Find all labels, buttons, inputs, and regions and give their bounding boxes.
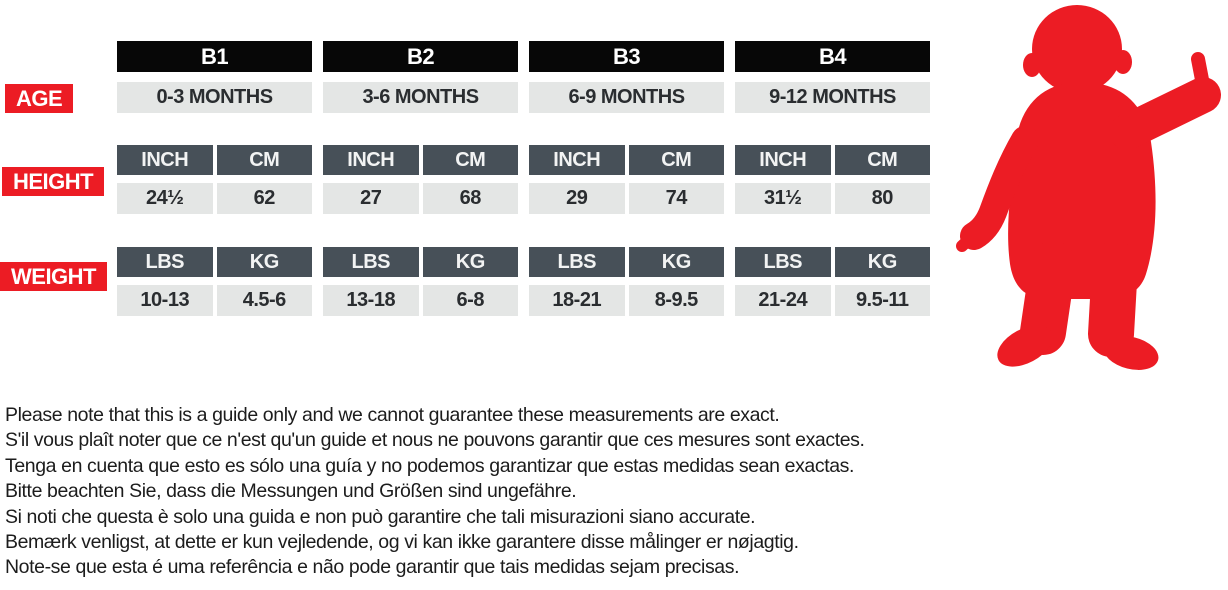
- disclaimer-line-pt: Note-se que esta é uma referência e não …: [5, 556, 740, 579]
- baby-thumbs-up-icon: [956, 5, 1221, 370]
- weight-kg-value: 9.5-11: [834, 285, 930, 316]
- size-code: B4: [735, 41, 930, 72]
- lbs-unit-header: LBS: [735, 247, 831, 277]
- size-columns: B1 0-3 MONTHS INCH CM 24½ 62 LBS KG 10-1…: [117, 41, 930, 316]
- disclaimer-line-it: Si noti che questa è solo una guida e no…: [5, 505, 756, 528]
- height-inch-value: 24½: [117, 183, 213, 214]
- age-value: 9-12 MONTHS: [735, 82, 930, 113]
- height-inch-value: 31½: [735, 183, 831, 214]
- lbs-unit-header: LBS: [117, 247, 213, 277]
- kg-unit-header: KG: [422, 247, 518, 277]
- lbs-unit-header: LBS: [323, 247, 419, 277]
- size-code: B2: [323, 41, 518, 72]
- height-cm-value: 80: [834, 183, 930, 214]
- size-code: B3: [529, 41, 724, 72]
- height-inch-value: 27: [323, 183, 419, 214]
- age-value: 6-9 MONTHS: [529, 82, 724, 113]
- inch-unit-header: INCH: [323, 145, 419, 175]
- size-column-b2: B2 3-6 MONTHS INCH CM 27 68 LBS KG 13-18…: [323, 41, 518, 316]
- size-column-b1: B1 0-3 MONTHS INCH CM 24½ 62 LBS KG 10-1…: [117, 41, 312, 316]
- weight-lbs-value: 21-24: [735, 285, 831, 316]
- age-value: 0-3 MONTHS: [117, 82, 312, 113]
- height-cm-value: 62: [216, 183, 312, 214]
- disclaimer-text: Please note that this is a guide only an…: [5, 403, 985, 581]
- weight-row-label: WEIGHT: [0, 262, 107, 291]
- size-code: B1: [117, 41, 312, 72]
- size-column-b4: B4 9-12 MONTHS INCH CM 31½ 80 LBS KG 21-…: [735, 41, 930, 316]
- inch-unit-header: INCH: [735, 145, 831, 175]
- height-cm-value: 74: [628, 183, 724, 214]
- cm-unit-header: CM: [628, 145, 724, 175]
- weight-kg-value: 4.5-6: [216, 285, 312, 316]
- cm-unit-header: CM: [834, 145, 930, 175]
- weight-kg-value: 6-8: [422, 285, 518, 316]
- kg-unit-header: KG: [834, 247, 930, 277]
- cm-unit-header: CM: [216, 145, 312, 175]
- height-row-label: HEIGHT: [2, 167, 105, 196]
- disclaimer-line-da: Bemærk venligst, at dette er kun vejlede…: [5, 531, 799, 554]
- height-cm-value: 68: [422, 183, 518, 214]
- inch-unit-header: INCH: [117, 145, 213, 175]
- inch-unit-header: INCH: [529, 145, 625, 175]
- size-column-b3: B3 6-9 MONTHS INCH CM 29 74 LBS KG 18-21…: [529, 41, 724, 316]
- kg-unit-header: KG: [628, 247, 724, 277]
- weight-lbs-value: 10-13: [117, 285, 213, 316]
- lbs-unit-header: LBS: [529, 247, 625, 277]
- weight-kg-value: 8-9.5: [628, 285, 724, 316]
- weight-lbs-value: 13-18: [323, 285, 419, 316]
- disclaimer-line-es: Tenga en cuenta que esto es sólo una guí…: [5, 454, 855, 477]
- disclaimer-line-de: Bitte beachten Sie, dass die Messungen u…: [5, 480, 577, 503]
- weight-lbs-value: 18-21: [529, 285, 625, 316]
- height-inch-value: 29: [529, 183, 625, 214]
- disclaimer-line-fr: S'il vous plaît noter que ce n'est qu'un…: [5, 429, 865, 452]
- disclaimer-line-en: Please note that this is a guide only an…: [5, 404, 780, 426]
- age-row-label: AGE: [5, 84, 74, 113]
- kg-unit-header: KG: [216, 247, 312, 277]
- age-value: 3-6 MONTHS: [323, 82, 518, 113]
- cm-unit-header: CM: [422, 145, 518, 175]
